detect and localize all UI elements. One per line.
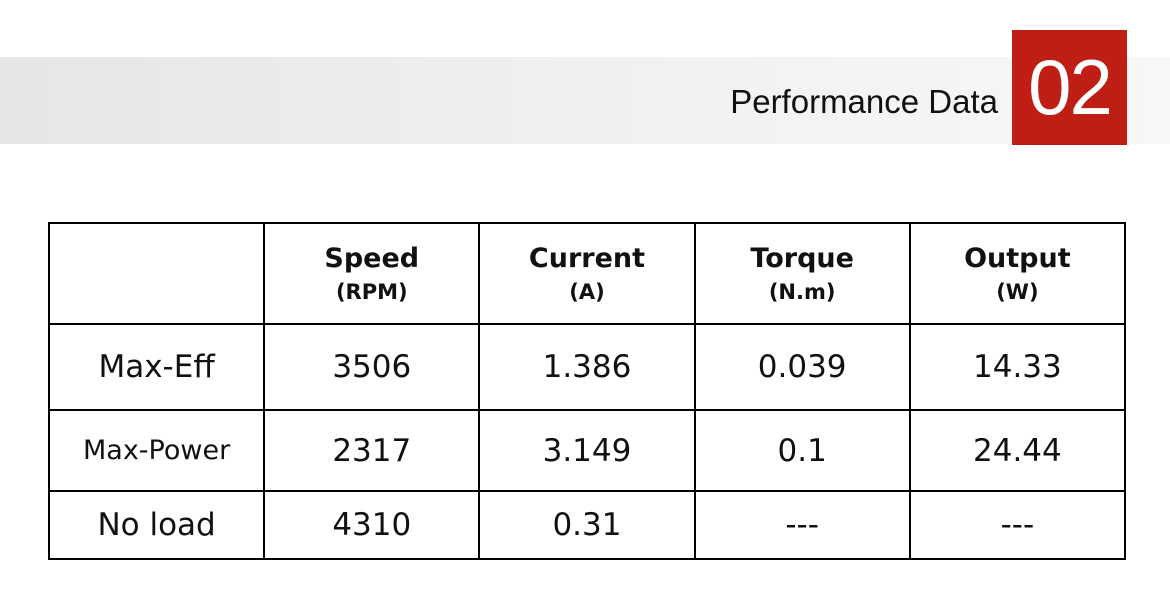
row-label: Max-Power [47,409,266,492]
table-cell: --- [693,490,911,560]
column-name: Output [964,242,1071,274]
table-row: Max-Power 2317 3.149 0.1 24.44 [47,409,1127,492]
column-header: Current (A) [478,222,696,325]
column-unit: (RPM) [335,279,408,304]
section-number: 02 [1012,30,1127,145]
table-body: Max-Eff 3506 1.386 0.039 14.33 Max-Power 2317 3… [47,323,1127,560]
corner-cell [47,222,266,325]
performance-table: Speed (RPM) Current (A) Torque (N.m) Output (W)… [47,222,1127,560]
column-name: Torque [750,242,854,274]
table-cell: 14.33 [908,323,1127,411]
table-cell: 2317 [263,409,481,492]
column-header: Speed (RPM) [263,222,481,325]
table-cell: 3.149 [478,409,696,492]
column-unit: (W) [996,279,1039,304]
column-name: Current [528,242,646,274]
table-row: Max-Eff 3506 1.386 0.039 14.33 [47,323,1127,411]
table-row: No load 4310 0.31 --- --- [47,490,1127,560]
table-cell: 0.1 [693,409,911,492]
section-title: Performance Data [730,83,998,120]
column-unit: (A) [569,279,605,304]
header-row: Speed (RPM) Current (A) Torque (N.m) Output (W) [47,222,1127,325]
header-band [0,57,1170,144]
column-unit: (N.m) [768,279,836,304]
table-cell: --- [908,490,1127,560]
column-header: Torque (N.m) [693,222,911,325]
table-cell: 24.44 [908,409,1127,492]
table-cell: 0.039 [693,323,911,411]
table-cell: 3506 [263,323,481,411]
column-header: Output (W) [908,222,1127,325]
column-name: Speed [324,242,420,274]
row-label: Max-Eff [47,323,266,411]
row-label: No load [47,490,266,560]
table-cell: 4310 [263,490,481,560]
table-cell: 1.386 [478,323,696,411]
table-cell: 0.31 [478,490,696,560]
